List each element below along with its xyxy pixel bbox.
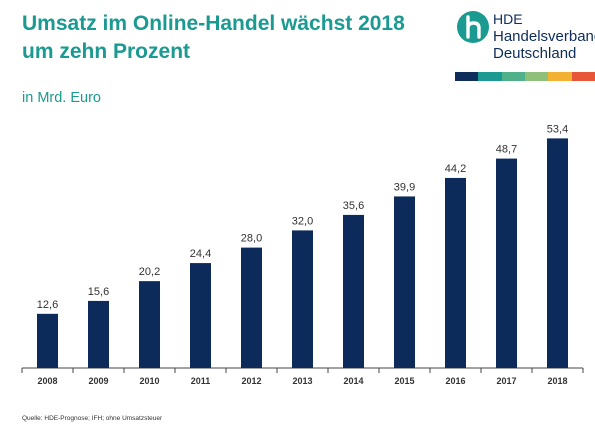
- data-label: 32,0: [292, 215, 313, 227]
- x-tick-label: 2009: [88, 376, 108, 386]
- logo-line-3: Deutschland: [493, 45, 577, 62]
- x-tick-label: 2016: [445, 376, 465, 386]
- data-label: 24,4: [190, 248, 211, 260]
- x-tick-label: 2013: [292, 376, 312, 386]
- data-label: 35,6: [343, 200, 364, 212]
- x-tick-label: 2018: [547, 376, 567, 386]
- x-tick-label: 2017: [496, 376, 516, 386]
- bar: [394, 196, 415, 368]
- data-label: 53,4: [547, 123, 568, 135]
- bar: [241, 247, 262, 368]
- data-label: 48,7: [496, 144, 517, 156]
- bar: [88, 300, 109, 368]
- bar: [343, 214, 364, 368]
- data-label: 28,0: [241, 233, 262, 245]
- bar: [292, 230, 313, 368]
- x-tick-label: 2011: [191, 376, 211, 386]
- x-tick-label: 2014: [343, 376, 363, 386]
- hde-h-logo-icon: [457, 11, 489, 43]
- logo-color-strip: [455, 72, 595, 81]
- hde-logo: HDE Handelsverband Deutschland: [456, 10, 595, 62]
- logo-line-2: Handelsverband: [493, 28, 595, 45]
- logo-line-1: HDE: [493, 11, 523, 27]
- x-tick-label: 2015: [394, 376, 414, 386]
- bar: [190, 263, 211, 368]
- x-tick-label: 2010: [139, 376, 159, 386]
- logo-text: HDE Handelsverband Deutschland: [493, 11, 595, 62]
- strip-segment: [524, 72, 549, 81]
- bar: [496, 158, 517, 368]
- x-tick-label: 2008: [37, 376, 57, 386]
- source-note: Quelle: HDE-Prognose; IFH; ohne Umsatzst…: [22, 415, 163, 422]
- bar: [139, 281, 160, 368]
- data-label: 39,9: [394, 181, 415, 193]
- x-tick-label: 2012: [241, 376, 261, 386]
- strip-segment: [571, 72, 595, 81]
- chart-title: Umsatz im Online-Handel wächst 2018 um z…: [22, 12, 405, 63]
- bar: [37, 313, 58, 368]
- strip-segment: [455, 72, 479, 81]
- bar: [547, 138, 568, 368]
- chart-subtitle: in Mrd. Euro: [22, 90, 101, 106]
- bar: [445, 177, 466, 368]
- data-label: 15,6: [88, 286, 109, 298]
- data-label: 44,2: [445, 163, 466, 175]
- strip-segment: [478, 72, 502, 81]
- data-label: 12,6: [37, 299, 58, 311]
- strip-segment: [548, 72, 572, 81]
- data-label: 20,2: [139, 266, 160, 278]
- strip-segment: [501, 72, 525, 81]
